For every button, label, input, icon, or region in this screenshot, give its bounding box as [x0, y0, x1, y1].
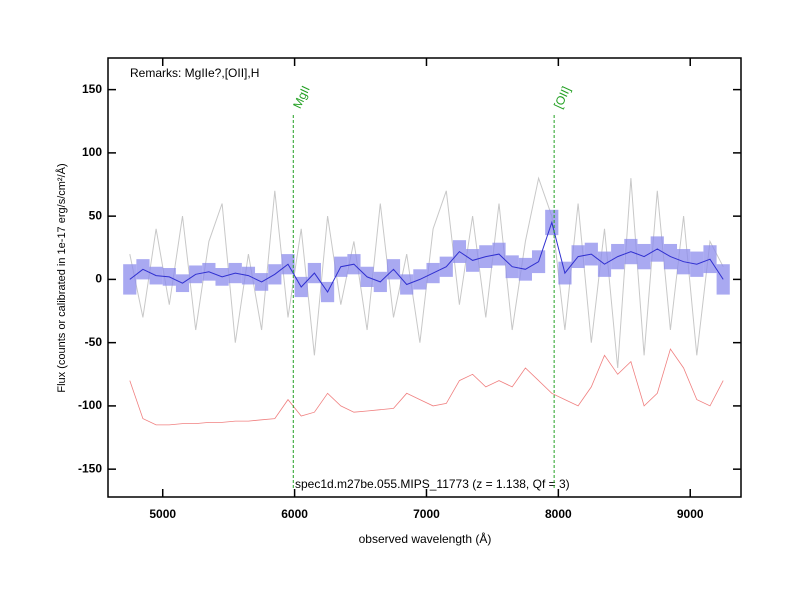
- y-tick-label: -100: [78, 398, 102, 412]
- remarks: Remarks: MgIIe?,[OII],H: [130, 66, 259, 80]
- y-tick-label: 150: [82, 82, 102, 96]
- spectrum-line: [129, 348, 724, 426]
- x-tick-label: 7000: [413, 507, 440, 521]
- x-axis-label: observed wavelength (Å): [359, 531, 492, 546]
- x-tick-label: 8000: [545, 507, 572, 521]
- y-axis-label: Flux (counts or calibrated in 1e-17 erg/…: [55, 163, 68, 392]
- x-tick-label: 6000: [281, 507, 308, 521]
- error-band: [123, 264, 137, 295]
- spectrum-line: [129, 220, 724, 293]
- y-tick-label: -150: [78, 461, 102, 475]
- y-tick-label: 0: [95, 272, 102, 286]
- plot-frame: [107, 57, 742, 498]
- x-tick-label: 5000: [149, 507, 176, 521]
- y-tick-label: -50: [85, 335, 103, 349]
- caption: spec1d.m27be.055.MIPS_11773 (z = 1.138, …: [295, 477, 570, 491]
- x-tick-label: 9000: [677, 507, 704, 521]
- y-tick-label: 50: [89, 208, 103, 222]
- y-tick-label: 100: [82, 145, 102, 159]
